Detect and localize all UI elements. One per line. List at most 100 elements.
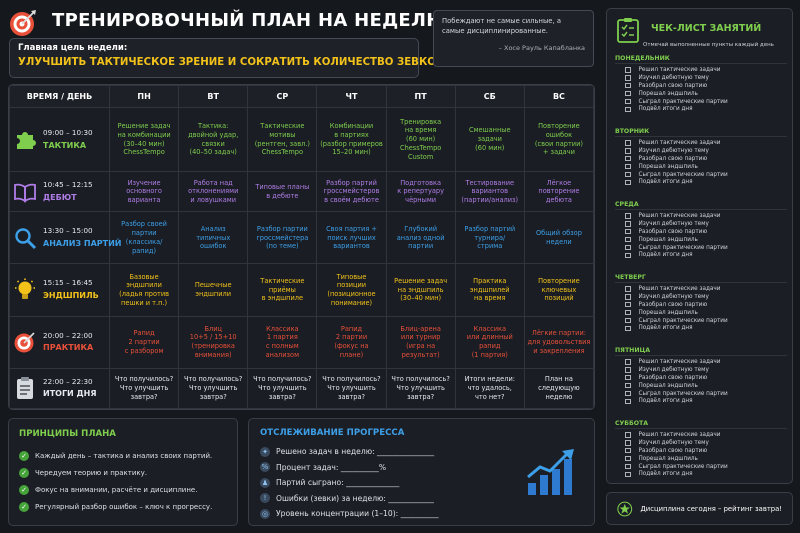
checkbox[interactable] (625, 213, 631, 219)
checkbox[interactable] (625, 359, 631, 365)
checkbox[interactable] (625, 374, 631, 381)
target-logo-icon (10, 10, 36, 36)
checklist-task[interactable]: Порешал эндшпиль (615, 90, 787, 98)
checklist-task[interactable]: Сыграл практические партии (615, 317, 787, 325)
checklist-task[interactable]: Порешал эндшпиль (615, 163, 787, 171)
checkbox[interactable] (625, 309, 631, 316)
checkbox[interactable] (625, 82, 631, 89)
checklist-task[interactable]: Порешал эндшпиль (615, 455, 787, 463)
checkbox[interactable] (625, 294, 631, 300)
schedule-cell: Типовые планы в дебюте (247, 171, 318, 213)
principle-text: Каждый день – тактика и анализ своих пар… (35, 451, 213, 460)
checkbox[interactable] (625, 301, 631, 308)
checkbox[interactable] (625, 398, 631, 405)
task-label: Подвёл итоги дня (638, 398, 693, 405)
progress-field[interactable]: Решено задач в неделю: _______________ (276, 447, 435, 457)
checklist-task[interactable]: Разобрал свою партию (615, 301, 787, 309)
checklist-task[interactable]: Порешал эндшпиль (615, 309, 787, 317)
checklist-task[interactable]: Решил тактические задачи (615, 358, 787, 366)
checkbox[interactable] (625, 244, 631, 251)
checklist-task[interactable]: Сыграл практические партии (615, 390, 787, 398)
checkbox[interactable] (625, 90, 631, 97)
checklist-task[interactable]: Подвёл итоги дня (615, 397, 787, 405)
schedule-cell: Повторение ключевых позиций (523, 263, 594, 317)
checkbox[interactable] (625, 317, 631, 324)
checkbox[interactable] (625, 98, 631, 105)
checklist-task[interactable]: Изучил дебютную тему (615, 74, 787, 82)
checklist-task[interactable]: Изучил дебютную тему (615, 220, 787, 228)
checklist-task[interactable]: Подвёл итоги дня (615, 251, 787, 259)
checkbox[interactable] (625, 447, 631, 454)
schedule-cell: Что получилось? Что улучшить завтра? (247, 367, 318, 409)
lightbulb-icon (13, 278, 37, 302)
checkbox[interactable] (625, 75, 631, 81)
checkbox[interactable] (625, 155, 631, 162)
checkbox[interactable] (625, 252, 631, 259)
checklist-task[interactable]: Изучил дебютную тему (615, 293, 787, 301)
checkbox[interactable] (625, 140, 631, 146)
checkbox[interactable] (625, 106, 631, 113)
book-icon (13, 180, 37, 204)
checklist-task[interactable]: Изучил дебютную тему (615, 366, 787, 374)
checklist-task[interactable]: Разобрал свою партию (615, 228, 787, 236)
principle-item: ✓ Каждый день – тактика и анализ своих па… (19, 447, 227, 464)
checklist-task[interactable]: Разобрал свою партию (615, 155, 787, 163)
checkbox[interactable] (625, 221, 631, 227)
checkbox[interactable] (625, 463, 631, 470)
checkbox[interactable] (625, 390, 631, 397)
pawn-icon: ♟ (260, 477, 270, 488)
task-label: Разобрал свою партию (638, 447, 708, 454)
checkbox[interactable] (625, 286, 631, 292)
checklist-task[interactable]: Порешал эндшпиль (615, 382, 787, 390)
checklist-task[interactable]: Изучил дебютную тему (615, 147, 787, 155)
checkbox[interactable] (625, 325, 631, 332)
checkbox[interactable] (625, 455, 631, 462)
progress-field[interactable]: Процент задач: __________% (276, 462, 387, 472)
checklist-task[interactable]: Подвёл итоги дня (615, 105, 787, 113)
checklist-task[interactable]: Подвёл итоги дня (615, 178, 787, 186)
checkbox[interactable] (625, 432, 631, 438)
checklist-task[interactable]: Сыграл практические партии (615, 463, 787, 471)
checkbox[interactable] (625, 471, 631, 478)
checklist-task[interactable]: Сыграл практические партии (615, 98, 787, 106)
checklist-task[interactable]: Решил тактические задачи (615, 66, 787, 74)
checkbox[interactable] (625, 440, 631, 446)
progress-field[interactable]: Ошибки (зевки) за неделю: ____________ (276, 493, 434, 503)
checklist-task[interactable]: Решил тактические задачи (615, 139, 787, 147)
checklist-task[interactable]: Разобрал свою партию (615, 374, 787, 382)
checkbox[interactable] (625, 179, 631, 186)
checklist-task[interactable]: Решил тактические задачи (615, 431, 787, 439)
checkbox[interactable] (625, 228, 631, 235)
checklist-task[interactable]: Сыграл практические партии (615, 171, 787, 179)
checklist-task[interactable]: Сыграл практические партии (615, 244, 787, 252)
progress-field[interactable]: Партий сыграно: ______________ (276, 478, 400, 488)
puzzle-icon (13, 128, 37, 152)
check-circle-icon: ✓ (19, 450, 29, 461)
magnifier-icon (13, 226, 37, 250)
time-slot: 22:00 – 22:30 (43, 376, 93, 386)
checklist-task[interactable]: Решил тактические задачи (615, 285, 787, 293)
checklist-task[interactable]: Подвёл итоги дня (615, 324, 787, 332)
star-icon (617, 501, 633, 516)
checkbox[interactable] (625, 382, 631, 389)
task-label: Изучил дебютную тему (638, 293, 709, 300)
goal-label: Главная цель недели: (18, 43, 128, 53)
schedule-cell: Что получилось? Что улучшить завтра? (108, 367, 180, 409)
clipboard-check-icon (617, 18, 639, 43)
checkbox[interactable] (625, 171, 631, 178)
checklist-task[interactable]: Разобрал свою партию (615, 447, 787, 455)
checkbox[interactable] (625, 148, 631, 154)
checkbox[interactable] (625, 236, 631, 243)
checkbox[interactable] (625, 163, 631, 170)
row-header: 09:00 – 10:30 ТАКТИКА (9, 106, 110, 173)
task-label: Решил тактические задачи (638, 139, 721, 146)
checkbox[interactable] (625, 367, 631, 373)
checklist-task[interactable]: Разобрал свою партию (615, 82, 787, 90)
checkbox[interactable] (625, 67, 631, 73)
progress-field[interactable]: Уровень концентрации (1–10): __________ (276, 509, 439, 519)
checklist-task[interactable]: Подвёл итоги дня (615, 470, 787, 478)
checklist-task[interactable]: Решил тактические задачи (615, 212, 787, 220)
checklist-task[interactable]: Порешал эндшпиль (615, 236, 787, 244)
checklist-task[interactable]: Изучил дебютную тему (615, 439, 787, 447)
progress-panel: ОТСЛЕЖИВАНИЕ ПРОГРЕССА ✦ Решено задач в н… (248, 418, 595, 526)
